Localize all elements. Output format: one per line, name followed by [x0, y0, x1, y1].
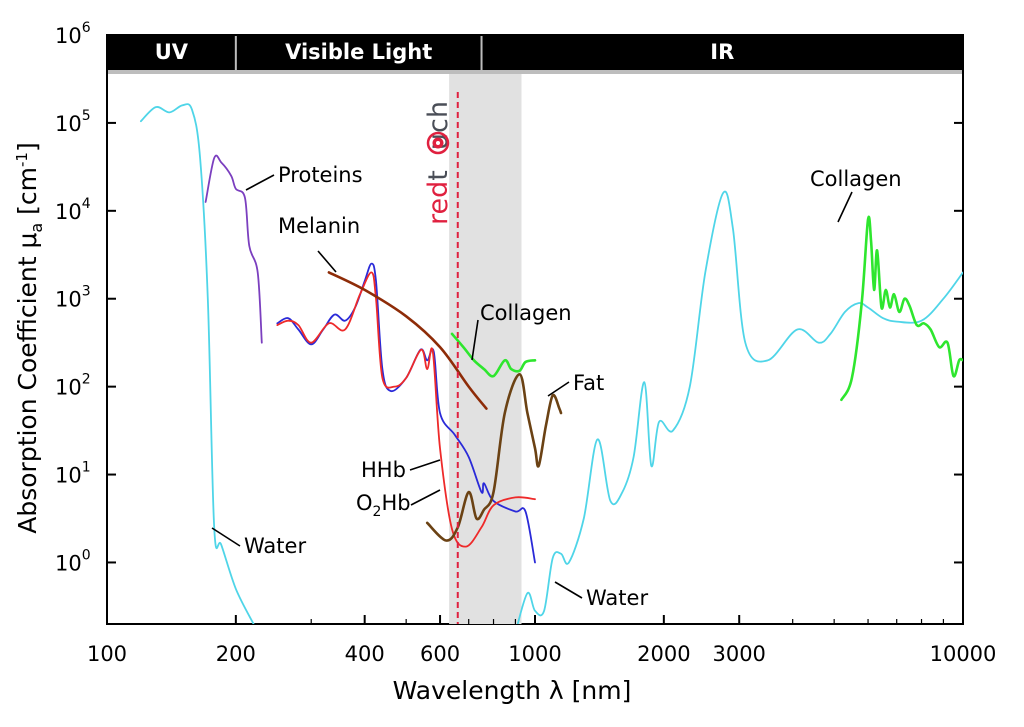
- o2hb-base: O: [356, 491, 373, 515]
- series-water-0: [140, 103, 255, 624]
- y-tick-label-1e4: 104: [55, 196, 91, 224]
- o2hb-rest: Hb: [381, 491, 410, 515]
- y-title-exp: -1: [13, 152, 31, 167]
- x-tick-label-200: 200: [216, 642, 256, 666]
- label-collagen-ir: Collagen: [810, 167, 902, 191]
- y-tick-exp: 6: [82, 20, 91, 36]
- band-label-ir: IR: [710, 40, 734, 64]
- label-melanin: Melanin: [278, 214, 360, 238]
- series-melanin-5: [327, 271, 488, 410]
- logo-text-red: red: [423, 181, 454, 225]
- y-title-unit: [cm: [13, 167, 42, 223]
- leader-collagen-ir: [837, 191, 853, 223]
- x-tick-label-100: 100: [87, 642, 127, 666]
- y-tick-exp: 2: [82, 372, 91, 388]
- o2hb-sub: 2: [373, 504, 382, 520]
- y-title-main: Absorption Coefficient μ: [13, 233, 42, 534]
- y-tick-label-1e1: 101: [55, 460, 91, 488]
- label-water-uv: Water: [244, 534, 306, 558]
- leader-water-ir: [554, 581, 583, 599]
- y-tick-exp: 5: [82, 108, 91, 124]
- annotation-leaders: [211, 174, 853, 599]
- y-tick-base: 10: [55, 288, 82, 312]
- y-tick-exp: 4: [82, 196, 91, 212]
- leader-proteins: [245, 174, 275, 191]
- x-tick-label-1000: 1000: [508, 642, 561, 666]
- spectrum-band-bar: UV Visible Light IR: [107, 35, 963, 74]
- y-tick-base: 10: [55, 200, 82, 224]
- series-collagen-6: [450, 332, 537, 378]
- x-axis-title: Wavelength λ [nm]: [393, 676, 632, 705]
- x-tick-label-2000: 2000: [637, 642, 690, 666]
- leader-collagen-visible: [471, 319, 479, 361]
- leader-water-uv: [211, 527, 241, 547]
- y-tick-base: 10: [55, 112, 82, 136]
- band-bar-underline: [107, 70, 963, 74]
- label-hhb: HHb: [361, 458, 406, 482]
- highlight-layer: [449, 74, 522, 624]
- leader-fat: [547, 381, 570, 397]
- label-water-ir: Water: [586, 586, 648, 610]
- y-tick-exp: 1: [82, 460, 91, 476]
- y-tick-label-1e2: 102: [55, 372, 91, 400]
- y-tick-label-1e6: 106: [55, 20, 91, 48]
- y-tick-label-1e0: 100: [55, 547, 91, 575]
- series-collagen-8: [840, 215, 963, 402]
- target-icon: [426, 131, 450, 155]
- y-tick-base: 10: [55, 464, 82, 488]
- leader-hhb: [409, 459, 441, 471]
- leader-o2hb: [410, 489, 441, 506]
- y-title-sub: a: [27, 223, 46, 233]
- y-tick-exp: 3: [82, 284, 91, 300]
- series-water-1: [516, 190, 963, 624]
- x-tick-label-10000: 10000: [930, 642, 997, 666]
- y-tick-label-1e5: 105: [55, 108, 91, 136]
- y-tick-exp: 0: [82, 547, 91, 563]
- series-proteins-2: [204, 154, 263, 344]
- y-tick-base: 10: [55, 24, 82, 48]
- series-layer: [140, 103, 963, 624]
- y-tick-base: 10: [55, 551, 82, 575]
- y-tick-base: 10: [55, 376, 82, 400]
- x-axis-ticks: 100 200 400 600 1000 2000 3000 10000: [87, 615, 996, 666]
- redtouch-logo: redtuch: [423, 101, 454, 225]
- label-collagen-visible: Collagen: [480, 301, 572, 325]
- label-proteins: Proteins: [278, 163, 363, 187]
- label-fat: Fat: [573, 371, 604, 395]
- x-tick-label-400: 400: [345, 642, 385, 666]
- x-tick-label-3000: 3000: [712, 642, 765, 666]
- y-axis-title: Absorption Coefficient μa [cm-1]: [13, 142, 46, 534]
- y-title-close: ]: [13, 142, 42, 152]
- label-o2hb: O2Hb: [356, 491, 411, 520]
- leader-melanin: [317, 250, 337, 273]
- band-bar-bg: [107, 35, 963, 74]
- series-o2hb-4: [276, 271, 536, 548]
- x-tick-label-600: 600: [420, 642, 460, 666]
- highlight-region: [449, 74, 522, 624]
- logo-text-t: t: [423, 170, 454, 181]
- band-label-uv: UV: [155, 40, 189, 64]
- band-label-visible-light: Visible Light: [285, 40, 432, 64]
- series-fat-7: [425, 373, 563, 542]
- y-tick-label-1e3: 103: [55, 284, 91, 312]
